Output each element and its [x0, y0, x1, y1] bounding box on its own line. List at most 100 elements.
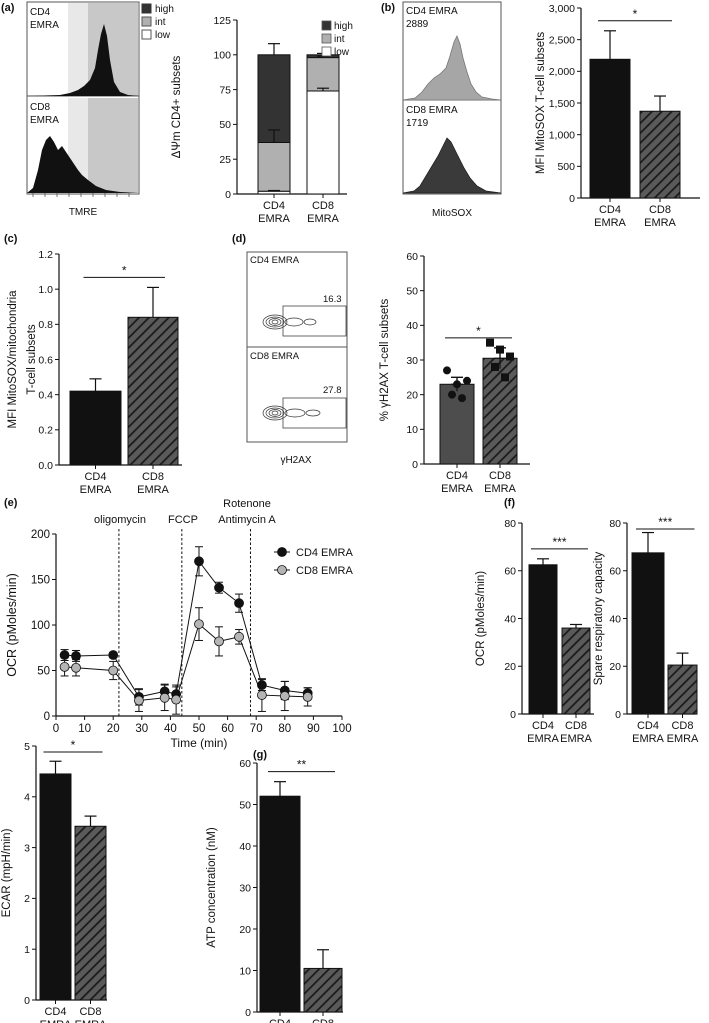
e_ocr_time-data-point — [59, 650, 70, 660]
e_ocr_time-y-tick-label: 100 — [31, 620, 50, 632]
e_ocr_time-data-point — [108, 650, 119, 660]
e_ocr_time-data-point — [171, 694, 182, 705]
a_stacked-category-label: EMRA — [258, 213, 290, 225]
contour-cd4 — [262, 314, 317, 330]
legend-a-swatch-high — [141, 3, 152, 14]
f_spare-y-tick-label: 40 — [609, 613, 621, 625]
e_ocr_time-legend-label: CD8 EMRA — [296, 565, 354, 577]
e_ocr_time-y-tick-label: 0 — [44, 711, 50, 723]
f_spare-y-tick-label: 80 — [609, 518, 621, 530]
legend-a-low: low — [155, 30, 171, 41]
flow-b-histograms: CD4 EMRA 2889 CD8 EMRA 1719 MitoSOX — [402, 1, 502, 219]
panel-label-c: (c) — [4, 233, 18, 245]
flow-a-bottom-label-1: CD8 — [30, 102, 50, 113]
c_mitosox_mito-y-axis-label: T-cell subsets — [26, 324, 38, 395]
f_ocr-category-label: CD8 — [565, 720, 587, 732]
g_atp-y-tick-label: 20 — [239, 924, 251, 936]
legend-a-high: high — [155, 4, 174, 15]
e_ocr_time-data-point — [257, 690, 267, 700]
d_gh2ax-category-label: CD8 — [489, 470, 511, 482]
flow-a-axis-ticks — [32, 193, 130, 197]
c_mitosox_mito-y-axis-label: MFI MitoSOX/mitochondria — [7, 290, 19, 429]
e_ocr_time-x-tick-label: 20 — [107, 723, 120, 735]
c_mitosox_mito-category-label: CD8 — [142, 471, 164, 483]
e_ocr_time-data-point — [257, 680, 267, 690]
e_ocr_time-x-axis-label: Time (min) — [171, 736, 228, 750]
e_ocr_time-x-tick-label: 90 — [307, 723, 320, 735]
e_ocr_time-data-point — [159, 692, 170, 703]
b_mitosox-category-label: CD8 — [649, 204, 671, 216]
b_mitosox-category-label: EMRA — [644, 217, 676, 229]
a_stacked-y-tick-label: 25 — [219, 154, 231, 166]
ecar-y-axis-label: ECAR (mpH/min) — [1, 828, 13, 917]
a_stacked-y-tick-label: 100 — [213, 50, 231, 62]
g_atp-y-tick-label: 30 — [239, 882, 251, 894]
d_gh2ax-category-label: CD4 — [446, 470, 468, 482]
d_gh2ax-y-tick-label: 10 — [406, 424, 418, 436]
b_mitosox-y-tick-label: 2,000 — [549, 66, 575, 78]
g_atp-y-tick-label: 10 — [239, 965, 251, 977]
c_mitosox_mito-significance-label: * — [122, 263, 127, 277]
d_gh2ax-y-tick-label: 60 — [406, 251, 418, 263]
g_atp-y-tick-label: 0 — [245, 1007, 251, 1019]
b_mitosox-y-tick-label: 3,000 — [549, 3, 575, 15]
a_stacked-segment-high — [257, 54, 291, 143]
ecar-significance-label: * — [71, 738, 76, 752]
d_gh2ax-data-point — [486, 338, 494, 347]
mitosox-histogram-cd4 — [402, 35, 502, 101]
b_mitosox-y-axis-label: MFI MitoSOX T-cell subsets — [535, 32, 547, 175]
d_gh2ax-y-tick-label: 40 — [406, 320, 418, 332]
e_ocr_time-legend-marker — [277, 565, 287, 575]
a-stacked-legend-swatch — [321, 20, 332, 31]
a_stacked-category-label: CD8 — [312, 200, 334, 212]
legend-a-swatch-low — [141, 29, 152, 40]
f_spare-y-tick-label: 60 — [609, 566, 621, 578]
d_gh2ax-data-point — [448, 390, 456, 399]
b_mitosox-y-tick-label: 2,500 — [549, 34, 575, 46]
e_ocr_time-x-tick-label: 30 — [135, 723, 148, 735]
ecar-category-label: CD4 — [44, 1006, 66, 1018]
flow-b-bottom-label-1: CD8 EMRA — [406, 105, 458, 116]
c_mitosox_mito-bar — [127, 316, 179, 466]
flow-b-xlabel: MitoSOX — [432, 208, 472, 219]
a_stacked-segment-low — [306, 90, 340, 195]
a_stacked-y-tick-label: 0 — [225, 189, 231, 201]
panel-label-g: (g) — [253, 749, 267, 761]
e_ocr_time-x-tick-label: 0 — [53, 723, 59, 735]
c_mitosox_mito-y-tick-label: 1.0 — [38, 284, 53, 296]
d_gh2ax-y-tick-label: 50 — [406, 285, 418, 297]
flow-b-top-label-2: 2889 — [406, 19, 429, 30]
c_mitosox_mito-y-tick-label: 0.2 — [38, 425, 53, 437]
flow-b-top-label-1: CD4 EMRA — [406, 6, 458, 17]
e_ocr_time-data-point — [59, 661, 70, 672]
b_mitosox-y-tick-label: 500 — [557, 161, 575, 173]
panel-label-d: (d) — [232, 233, 246, 245]
tmre-histogram-cd8 — [27, 136, 139, 193]
a_stacked-category-label: EMRA — [307, 213, 339, 225]
a-stacked-legend-swatch — [321, 33, 332, 44]
f_ocr-category-label: EMRA — [560, 733, 592, 745]
f_ocr-y-tick-label: 80 — [504, 518, 516, 530]
e-annotation-antimycin: Antimycin A — [218, 514, 276, 526]
g_atp-y-tick-label: 40 — [239, 841, 251, 853]
d_gh2ax-y-tick-label: 30 — [406, 355, 418, 367]
e_ocr_time-data-point — [214, 636, 224, 647]
legend-a-int: int — [155, 17, 166, 28]
a-stacked-legend-label: high — [334, 21, 353, 32]
e-annotation-oligomycin: oligomycin — [94, 514, 146, 526]
ecar-y-tick-label: 3 — [24, 842, 30, 854]
ecar-bar — [39, 773, 72, 1001]
ecar-y-tick-label: 2 — [24, 893, 30, 905]
e_ocr_time-legend-label: CD4 EMRA — [296, 547, 354, 559]
e_ocr_time-data-point — [194, 619, 204, 629]
e-annotation-fccp: FCCP — [168, 514, 198, 526]
flow-d-xlabel: γH2AX — [280, 455, 311, 466]
gate-cd4 — [282, 305, 347, 337]
ecar-y-tick-label: 0 — [24, 995, 30, 1007]
d_gh2ax-category-label: EMRA — [484, 483, 516, 495]
a_stacked-y-tick-label: 125 — [213, 15, 231, 27]
a-stacked-legend-label: low — [334, 47, 350, 58]
e_ocr_time-data-point — [214, 582, 224, 593]
g_atp-category-label: CD4 — [269, 1018, 291, 1023]
d_gh2ax-bar — [482, 357, 518, 465]
